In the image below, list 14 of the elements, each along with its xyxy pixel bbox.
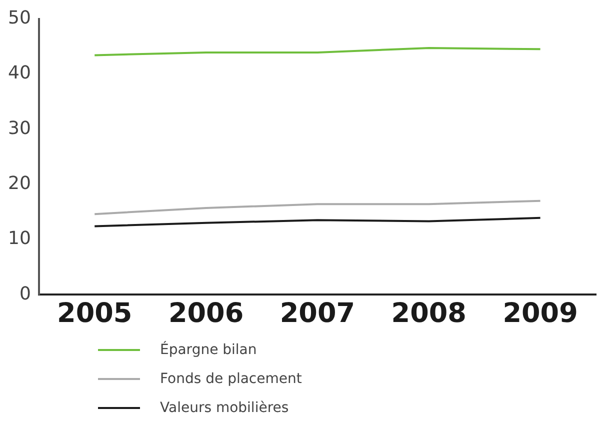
y-tick-label: 30	[8, 118, 31, 139]
x-tick-label: 2007	[280, 298, 356, 329]
legend-label: Fonds de placement	[160, 370, 302, 386]
legend-label: Épargne bilan	[160, 342, 257, 358]
x-tick-label: 2005	[57, 298, 132, 329]
y-tick-label: 10	[8, 228, 31, 250]
x-tick-label: 2009	[502, 298, 578, 329]
x-tick-label: 2008	[391, 298, 466, 329]
x-tick-label: 2006	[168, 298, 244, 329]
y-tick-label: 0	[19, 283, 31, 304]
y-tick-label: 40	[8, 62, 31, 84]
y-tick-label: 50	[8, 7, 31, 28]
legend-label: Valeurs mobilières	[160, 400, 289, 416]
y-tick-label: 20	[8, 172, 31, 194]
